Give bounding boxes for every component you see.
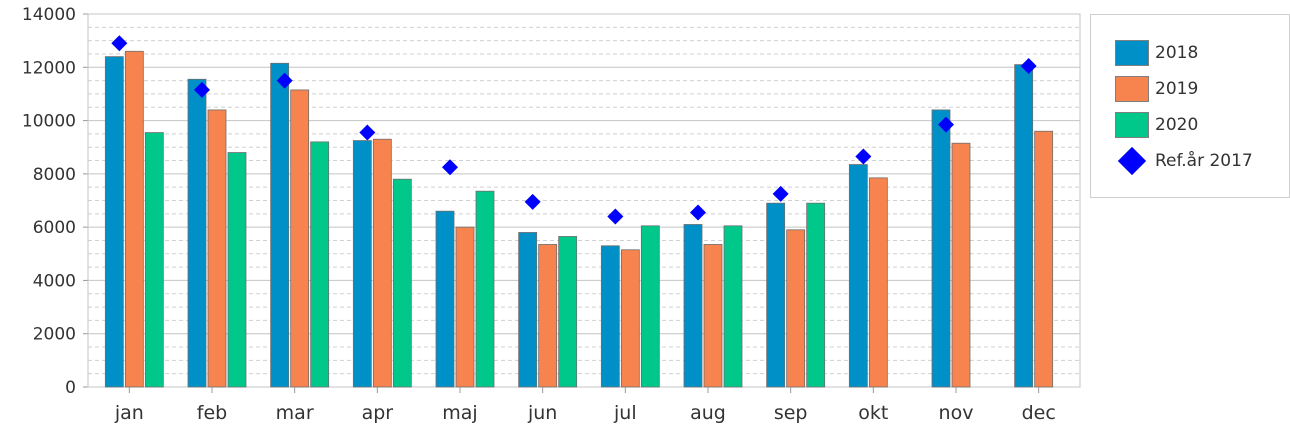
reference-marker-sep <box>772 185 789 202</box>
bar-2018-apr <box>352 140 372 388</box>
bar-2018-aug <box>683 224 703 388</box>
y-tick-label: 6000 <box>33 218 76 238</box>
x-tick-label-nov: nov <box>939 402 974 424</box>
bar-2018-nov <box>931 109 951 388</box>
y-tick-label: 2000 <box>33 325 76 345</box>
legend-item-2018: 2018 <box>1115 40 1198 66</box>
bar-2019-apr <box>372 138 392 388</box>
legend-label-2018: 2018 <box>1155 43 1199 63</box>
x-tick-label-sep: sep <box>774 402 808 424</box>
bar-2018-jun <box>518 232 538 388</box>
legend-item-reference: Ref.år 2017 <box>1115 146 1253 176</box>
bar-2019-jun <box>538 244 558 388</box>
bar-2019-jul <box>620 249 640 388</box>
x-tick-label-maj: maj <box>442 402 477 424</box>
bar-2020-feb <box>227 152 247 388</box>
reference-marker-jan <box>111 35 128 52</box>
bar-2019-maj <box>455 226 475 388</box>
y-tick-label: 0 <box>65 378 76 398</box>
legend-swatch-2020 <box>1115 112 1149 138</box>
bar-2018-mar <box>270 62 290 388</box>
bar-2018-jan <box>104 56 124 388</box>
bar-2020-aug <box>723 225 743 388</box>
bar-2020-mar <box>310 141 330 388</box>
bar-2019-dec <box>1034 130 1054 388</box>
reference-marker-nov <box>938 116 954 133</box>
bar-2018-okt <box>848 164 868 388</box>
reference-marker-okt <box>855 148 872 165</box>
bar-2018-jul <box>600 245 620 388</box>
legend-label-reference: Ref.år 2017 <box>1155 151 1253 171</box>
reference-marker-maj <box>442 159 458 176</box>
legend-item-2020: 2020 <box>1115 112 1198 138</box>
x-tick-label-apr: apr <box>362 402 394 424</box>
bar-2019-sep <box>786 229 806 388</box>
reference-marker-feb <box>194 81 210 98</box>
bar-2018-maj <box>435 210 455 388</box>
reference-marker-mar <box>276 72 293 89</box>
bar-2019-jan <box>124 50 144 388</box>
bar-2018-dec <box>1014 64 1034 388</box>
legend: 2018 2019 2020 Ref.år 2017 <box>1090 14 1290 198</box>
legend-swatch-2019 <box>1115 76 1149 102</box>
bar-2019-okt <box>868 177 888 388</box>
reference-marker-jul <box>607 208 624 225</box>
x-tick-label-okt: okt <box>858 402 888 424</box>
legend-label-2019: 2019 <box>1155 79 1199 99</box>
reference-marker-jun <box>524 193 541 210</box>
y-tick-label: 12000 <box>22 58 76 78</box>
y-tick-label: 4000 <box>33 271 76 291</box>
bar-2020-jan <box>144 132 164 388</box>
bar-2020-jul <box>640 225 660 388</box>
y-tick-label: 10000 <box>22 112 76 132</box>
reference-marker-dec <box>1020 57 1037 74</box>
bar-2019-nov <box>951 142 971 388</box>
x-tick-label-mar: mar <box>276 402 314 424</box>
x-tick-label-jul: jul <box>613 402 637 424</box>
legend-item-2019: 2019 <box>1115 76 1198 102</box>
legend-label-2020: 2020 <box>1155 115 1199 135</box>
bar-2020-sep <box>806 202 826 388</box>
bar-2019-mar <box>290 89 310 388</box>
bar-2020-jun <box>558 236 578 388</box>
bar-2018-sep <box>766 202 786 388</box>
x-tick-label-jan: jan <box>114 402 144 424</box>
legend-swatch-2018 <box>1115 40 1149 66</box>
x-tick-label-feb: feb <box>197 402 227 424</box>
reference-marker-aug <box>690 204 706 221</box>
x-tick-label-dec: dec <box>1022 402 1056 424</box>
bar-2018-feb <box>187 78 207 388</box>
y-tick-label: 14000 <box>22 5 76 25</box>
x-tick-label-jun: jun <box>527 402 557 424</box>
bar-2020-maj <box>475 190 495 388</box>
bar-2020-apr <box>392 178 412 388</box>
bar-2019-feb <box>207 109 227 388</box>
plot-frame <box>87 13 1081 388</box>
bar-2019-aug <box>703 244 723 388</box>
legend-diamond-icon <box>1115 146 1149 176</box>
x-tick-label-aug: aug <box>690 402 726 424</box>
reference-marker-apr <box>359 124 376 141</box>
y-tick-label: 8000 <box>33 165 76 185</box>
